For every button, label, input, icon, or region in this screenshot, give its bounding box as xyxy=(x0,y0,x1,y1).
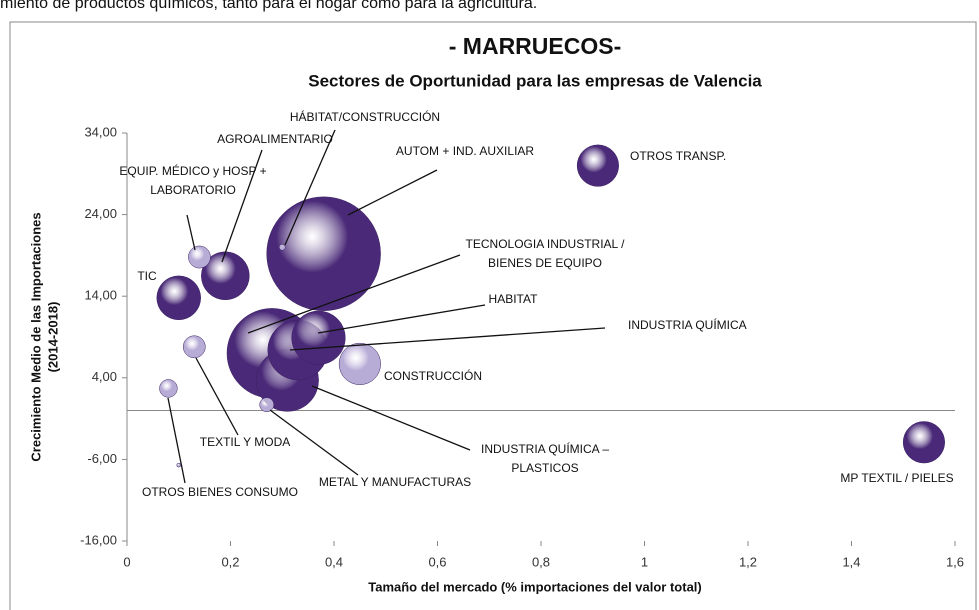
bubble-label: PLASTICOS xyxy=(511,461,578,475)
x-tick-label: 0,2 xyxy=(221,554,239,569)
leader-line xyxy=(167,397,186,484)
leader-line xyxy=(317,304,486,334)
bubble xyxy=(182,335,206,359)
bubble-label: MP TEXTIL / PIELES xyxy=(840,471,953,485)
x-tick-label: 0,6 xyxy=(428,554,446,569)
bubble-label: EQUIP. MÉDICO y HOSP + xyxy=(119,163,266,178)
bubble-label: TIC xyxy=(137,269,157,283)
x-tick-label: 0,4 xyxy=(325,554,343,569)
bubble-label: TECNOLOGIA INDUSTRIAL / xyxy=(466,237,626,251)
bubble xyxy=(902,421,945,464)
leader-line xyxy=(221,149,263,263)
bubble-label: HÁBITAT/CONSTRUCCIÓN xyxy=(290,109,440,124)
leader-line xyxy=(284,129,336,246)
bubble xyxy=(176,462,181,468)
bubble-label: INDUSTRIA QUÍMICA – xyxy=(481,441,609,456)
bubble-label: BIENES DE EQUIPO xyxy=(488,256,602,270)
bubble xyxy=(188,245,211,269)
bubble-label: OTROS BIENES CONSUMO xyxy=(142,485,298,499)
bubble xyxy=(279,243,286,251)
bubble-label: LABORATORIO xyxy=(150,183,236,197)
x-tick-label: 1,4 xyxy=(842,554,860,569)
bubble-label: HABITAT xyxy=(489,292,539,306)
leader-line xyxy=(311,385,471,451)
leader-line xyxy=(347,169,438,216)
bubble-label: METAL Y MANUFACTURAS xyxy=(319,475,471,489)
y-tick-label: 34,00 xyxy=(84,124,117,139)
chart-subtitle: Sectores de Oportunidad para las empresa… xyxy=(308,71,762,90)
bubble xyxy=(159,379,178,398)
leader-line xyxy=(195,357,239,436)
bubble-label: AGROALIMENTARIO xyxy=(217,132,333,146)
leader-line xyxy=(186,214,196,251)
bubble-label: CONSTRUCCIÓN xyxy=(384,368,482,383)
y-tick-label: -6,00 xyxy=(87,451,117,466)
bubble-label: INDUSTRIA QUÍMICA xyxy=(628,317,747,332)
y-axis-title-line: (2014-2018) xyxy=(45,302,60,373)
bubble xyxy=(291,310,346,365)
bubble xyxy=(266,196,381,311)
x-tick-label: 1,6 xyxy=(946,554,964,569)
x-tick-label: 1,2 xyxy=(739,554,757,569)
bubble xyxy=(576,144,619,187)
bubble xyxy=(259,397,275,413)
bubble-label: OTROS TRANSP. xyxy=(630,149,726,163)
chart-title: - MARRUECOS- xyxy=(449,33,622,59)
leader-line xyxy=(247,254,461,334)
bubble-label: TEXTIL Y MODA xyxy=(200,435,290,449)
x-axis-title: Tamaño del mercado (% importaciones del … xyxy=(368,579,702,594)
x-tick-label: 0 xyxy=(123,554,130,569)
y-axis-title: Crecimiento Medio de las Importaciones (… xyxy=(28,212,60,461)
leader-line xyxy=(269,409,359,476)
y-tick-label: 4,00 xyxy=(92,369,117,384)
leader-line xyxy=(289,327,606,351)
y-axis-title-line: Crecimiento Medio de las Importaciones xyxy=(28,212,43,461)
x-tick-label: 1 xyxy=(641,554,648,569)
intro-text: miento de productos químicos, tanto para… xyxy=(0,0,537,12)
bubble-label: AUTOM + IND. AUXILIAR xyxy=(396,144,534,158)
x-tick-label: 0,8 xyxy=(532,554,550,569)
chart-frame xyxy=(9,21,977,610)
bubble xyxy=(156,275,201,321)
y-tick-label: -16,00 xyxy=(80,532,117,547)
y-tick-label: 14,00 xyxy=(84,288,117,303)
bubble xyxy=(338,342,381,385)
y-tick-label: 24,00 xyxy=(84,206,117,221)
